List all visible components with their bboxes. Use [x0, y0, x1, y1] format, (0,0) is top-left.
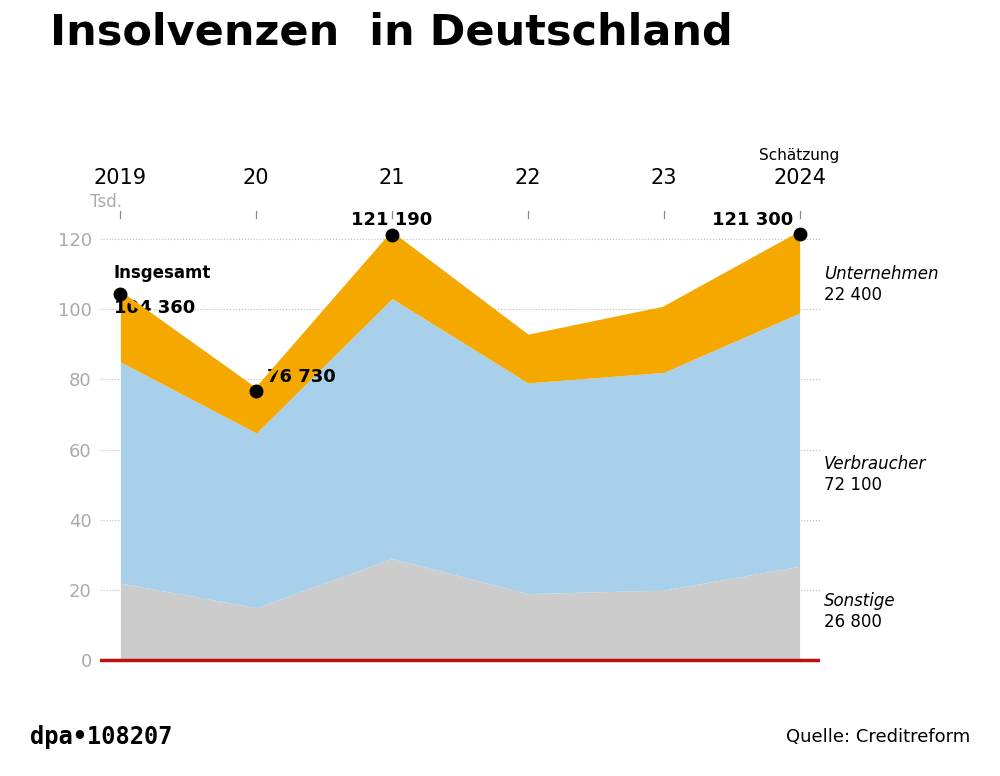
Text: Insolvenzen  in Deutschland: Insolvenzen in Deutschland: [50, 12, 733, 54]
Text: 22: 22: [515, 168, 541, 188]
Text: 2019: 2019: [94, 168, 147, 188]
Text: 121 190: 121 190: [351, 212, 433, 230]
Text: 23: 23: [651, 168, 677, 188]
Text: 76 730: 76 730: [267, 368, 336, 386]
Text: Schätzung: Schätzung: [759, 147, 840, 163]
Text: Tsd.: Tsd.: [90, 192, 122, 211]
Text: Verbraucher: Verbraucher: [824, 455, 926, 473]
Text: 20: 20: [243, 168, 269, 188]
Text: dpa•108207: dpa•108207: [30, 726, 173, 749]
Text: 26 800: 26 800: [824, 613, 882, 631]
Text: 2024: 2024: [773, 168, 826, 188]
Text: Quelle: Creditreform: Quelle: Creditreform: [786, 728, 970, 747]
Text: Insgesamt: Insgesamt: [114, 264, 211, 282]
Text: Unternehmen: Unternehmen: [824, 265, 939, 282]
Text: Sonstige: Sonstige: [824, 591, 896, 610]
Text: 121 300: 121 300: [712, 211, 793, 229]
Text: 104 360: 104 360: [114, 299, 195, 317]
Text: 22 400: 22 400: [824, 286, 882, 303]
Text: 21: 21: [379, 168, 405, 188]
Text: 72 100: 72 100: [824, 476, 882, 494]
